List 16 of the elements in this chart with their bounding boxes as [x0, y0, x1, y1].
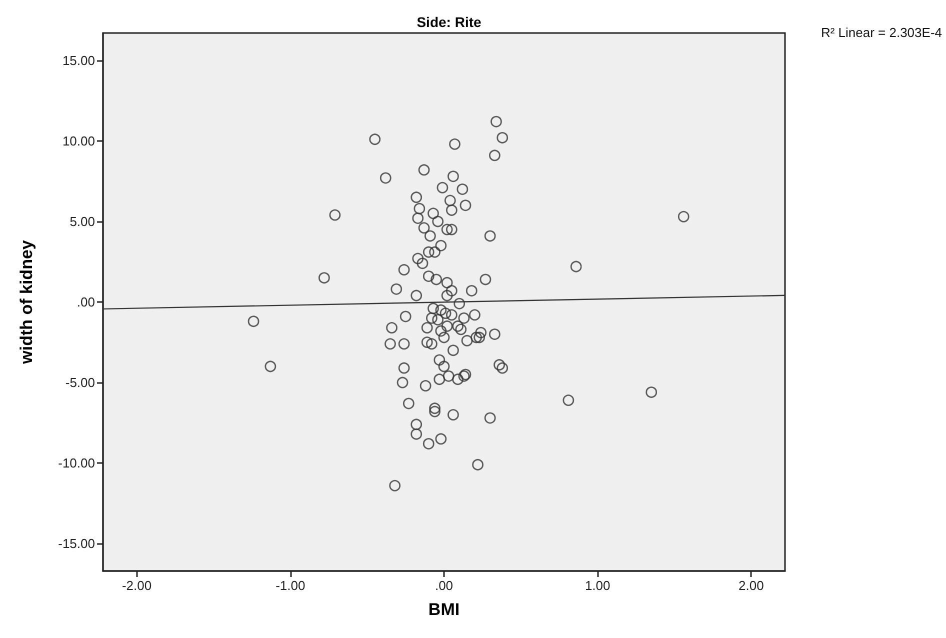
chart-title: Side: Rite [416, 14, 482, 30]
y-tick-label: .00 [76, 294, 95, 310]
y-tick-label: -10.00 [58, 456, 95, 471]
x-tick-label: -1.00 [276, 578, 306, 593]
y-tick-label: -5.00 [65, 375, 95, 390]
text: R² Linear = 2.303E-4 [820, 25, 942, 40]
x-tick-label: -2.00 [122, 578, 152, 593]
y-tick-label: 15.00 [62, 52, 95, 68]
x-tick-label: 2.00 [738, 578, 764, 593]
y-axis-title: width of kidney [17, 240, 36, 365]
x-axis-title: BMI [428, 600, 460, 619]
x-tick-label: .00 [434, 578, 454, 593]
y-tick-label: -15.00 [58, 536, 95, 552]
y-tick-label: 5.00 [70, 214, 95, 229]
y-tick-label: 10.00 [62, 133, 95, 148]
x-tick-label: 1.00 [584, 578, 610, 593]
